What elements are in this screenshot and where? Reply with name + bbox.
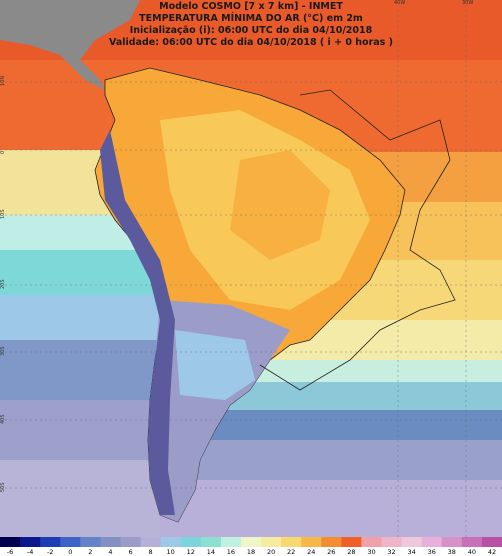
andes (100, 130, 175, 515)
graticule (0, 0, 502, 537)
colorbar-label: 24 (307, 548, 315, 556)
colorbar-swatch (441, 537, 463, 547)
colorbar-label: 14 (207, 548, 215, 556)
colorbar-label: 36 (428, 548, 436, 556)
colorbar-label: 20 (267, 548, 275, 556)
colorbar-label: 0 (68, 548, 72, 556)
lat-label: 0 (0, 151, 6, 154)
colorbar-swatch (40, 537, 61, 547)
colorbar-swatch (341, 537, 362, 547)
title-line: Modelo COSMO [7 x 7 km] - INMET (159, 1, 343, 12)
colorbar-label: 12 (187, 548, 195, 556)
colorbar-swatch (361, 537, 383, 547)
colorbar-swatch (461, 537, 483, 547)
colorbar-swatch (220, 537, 242, 547)
colorbar-label: 16 (227, 548, 235, 556)
colorbar-label: 2 (88, 548, 92, 556)
lat-labels: 10N 0 10S 20S 30S 40S 50S (0, 76, 6, 492)
lat-label: 10S (0, 209, 6, 219)
colorbar-swatch (20, 537, 41, 547)
colorbar-swatch (160, 537, 182, 547)
colorbar-label: 28 (347, 548, 355, 556)
title-line: Inicialização (i): 06:00 UTC do dia 04/1… (130, 25, 373, 36)
colorbar-swatch (180, 537, 202, 547)
colorbar-swatch (60, 537, 81, 547)
eez-boundary (259, 89, 456, 391)
colorbar-label: 8 (149, 548, 153, 556)
colorbar-label: -4 (27, 548, 33, 556)
colorbar-swatch (140, 537, 162, 547)
colorbar-label: 18 (247, 548, 255, 556)
lon-label: 30W (462, 0, 473, 6)
colorbar-swatch (200, 537, 222, 547)
colorbar-label: 32 (387, 548, 395, 556)
colorbar-swatch (401, 537, 423, 547)
colorbar-label: 42 (488, 548, 496, 556)
colorbar-label: 26 (327, 548, 335, 556)
colorbar-swatch (421, 537, 443, 547)
lat-label: 40S (0, 414, 6, 424)
colorbar-label: 34 (407, 548, 415, 556)
lon-label: 40W (394, 0, 405, 6)
colorbar-label: 30 (367, 548, 375, 556)
colorbar-label: 38 (448, 548, 456, 556)
colorbar-swatch (0, 537, 21, 547)
lat-label: 50S (0, 482, 6, 492)
title-line: Validade: 06:00 UTC do dia 04/10/2018 ( … (109, 37, 393, 48)
map: 10N 0 10S 20S 30S 40S 50S 40W 30W (0, 0, 502, 540)
colorbar-swatch (381, 537, 403, 547)
colorbar-label: 22 (287, 548, 295, 556)
colorbar-label: 6 (128, 548, 132, 556)
colorbar-swatch (80, 537, 101, 547)
land-grey (0, 0, 140, 90)
interior-hot (230, 150, 330, 260)
colorbar-label: 10 (167, 548, 175, 556)
colorbar-label: 40 (468, 548, 476, 556)
colorbar-swatch (261, 537, 282, 547)
colorbar-swatch (120, 537, 142, 547)
colorbar-swatch (321, 537, 342, 547)
colorbar-label: -2 (47, 548, 53, 556)
colorbar-swatch (281, 537, 302, 547)
colorbar-swatch (301, 537, 322, 547)
colorbar-label: 4 (108, 548, 112, 556)
lat-label: 30S (0, 346, 6, 356)
lat-label: 20S (0, 279, 6, 289)
colorbar-swatch (100, 537, 121, 547)
pacific-band (0, 460, 160, 540)
title-line: TEMPERATURA MÍNIMA DO AR (°C) em 2m (139, 12, 363, 24)
title-block: Modelo COSMO [7 x 7 km] - INMET TEMPERAT… (109, 1, 393, 48)
colorbar-label: -6 (7, 548, 13, 556)
colorbar-swatch (240, 537, 262, 547)
colorbar-swatch (481, 537, 502, 547)
pampas (175, 330, 255, 400)
lat-label: 10N (0, 76, 6, 86)
colorbar: -6 -4 -2 0 2 4 6 8 10 12 14 16 18 20 22 24 26 28 30 32 34 36 3… (0, 537, 502, 556)
